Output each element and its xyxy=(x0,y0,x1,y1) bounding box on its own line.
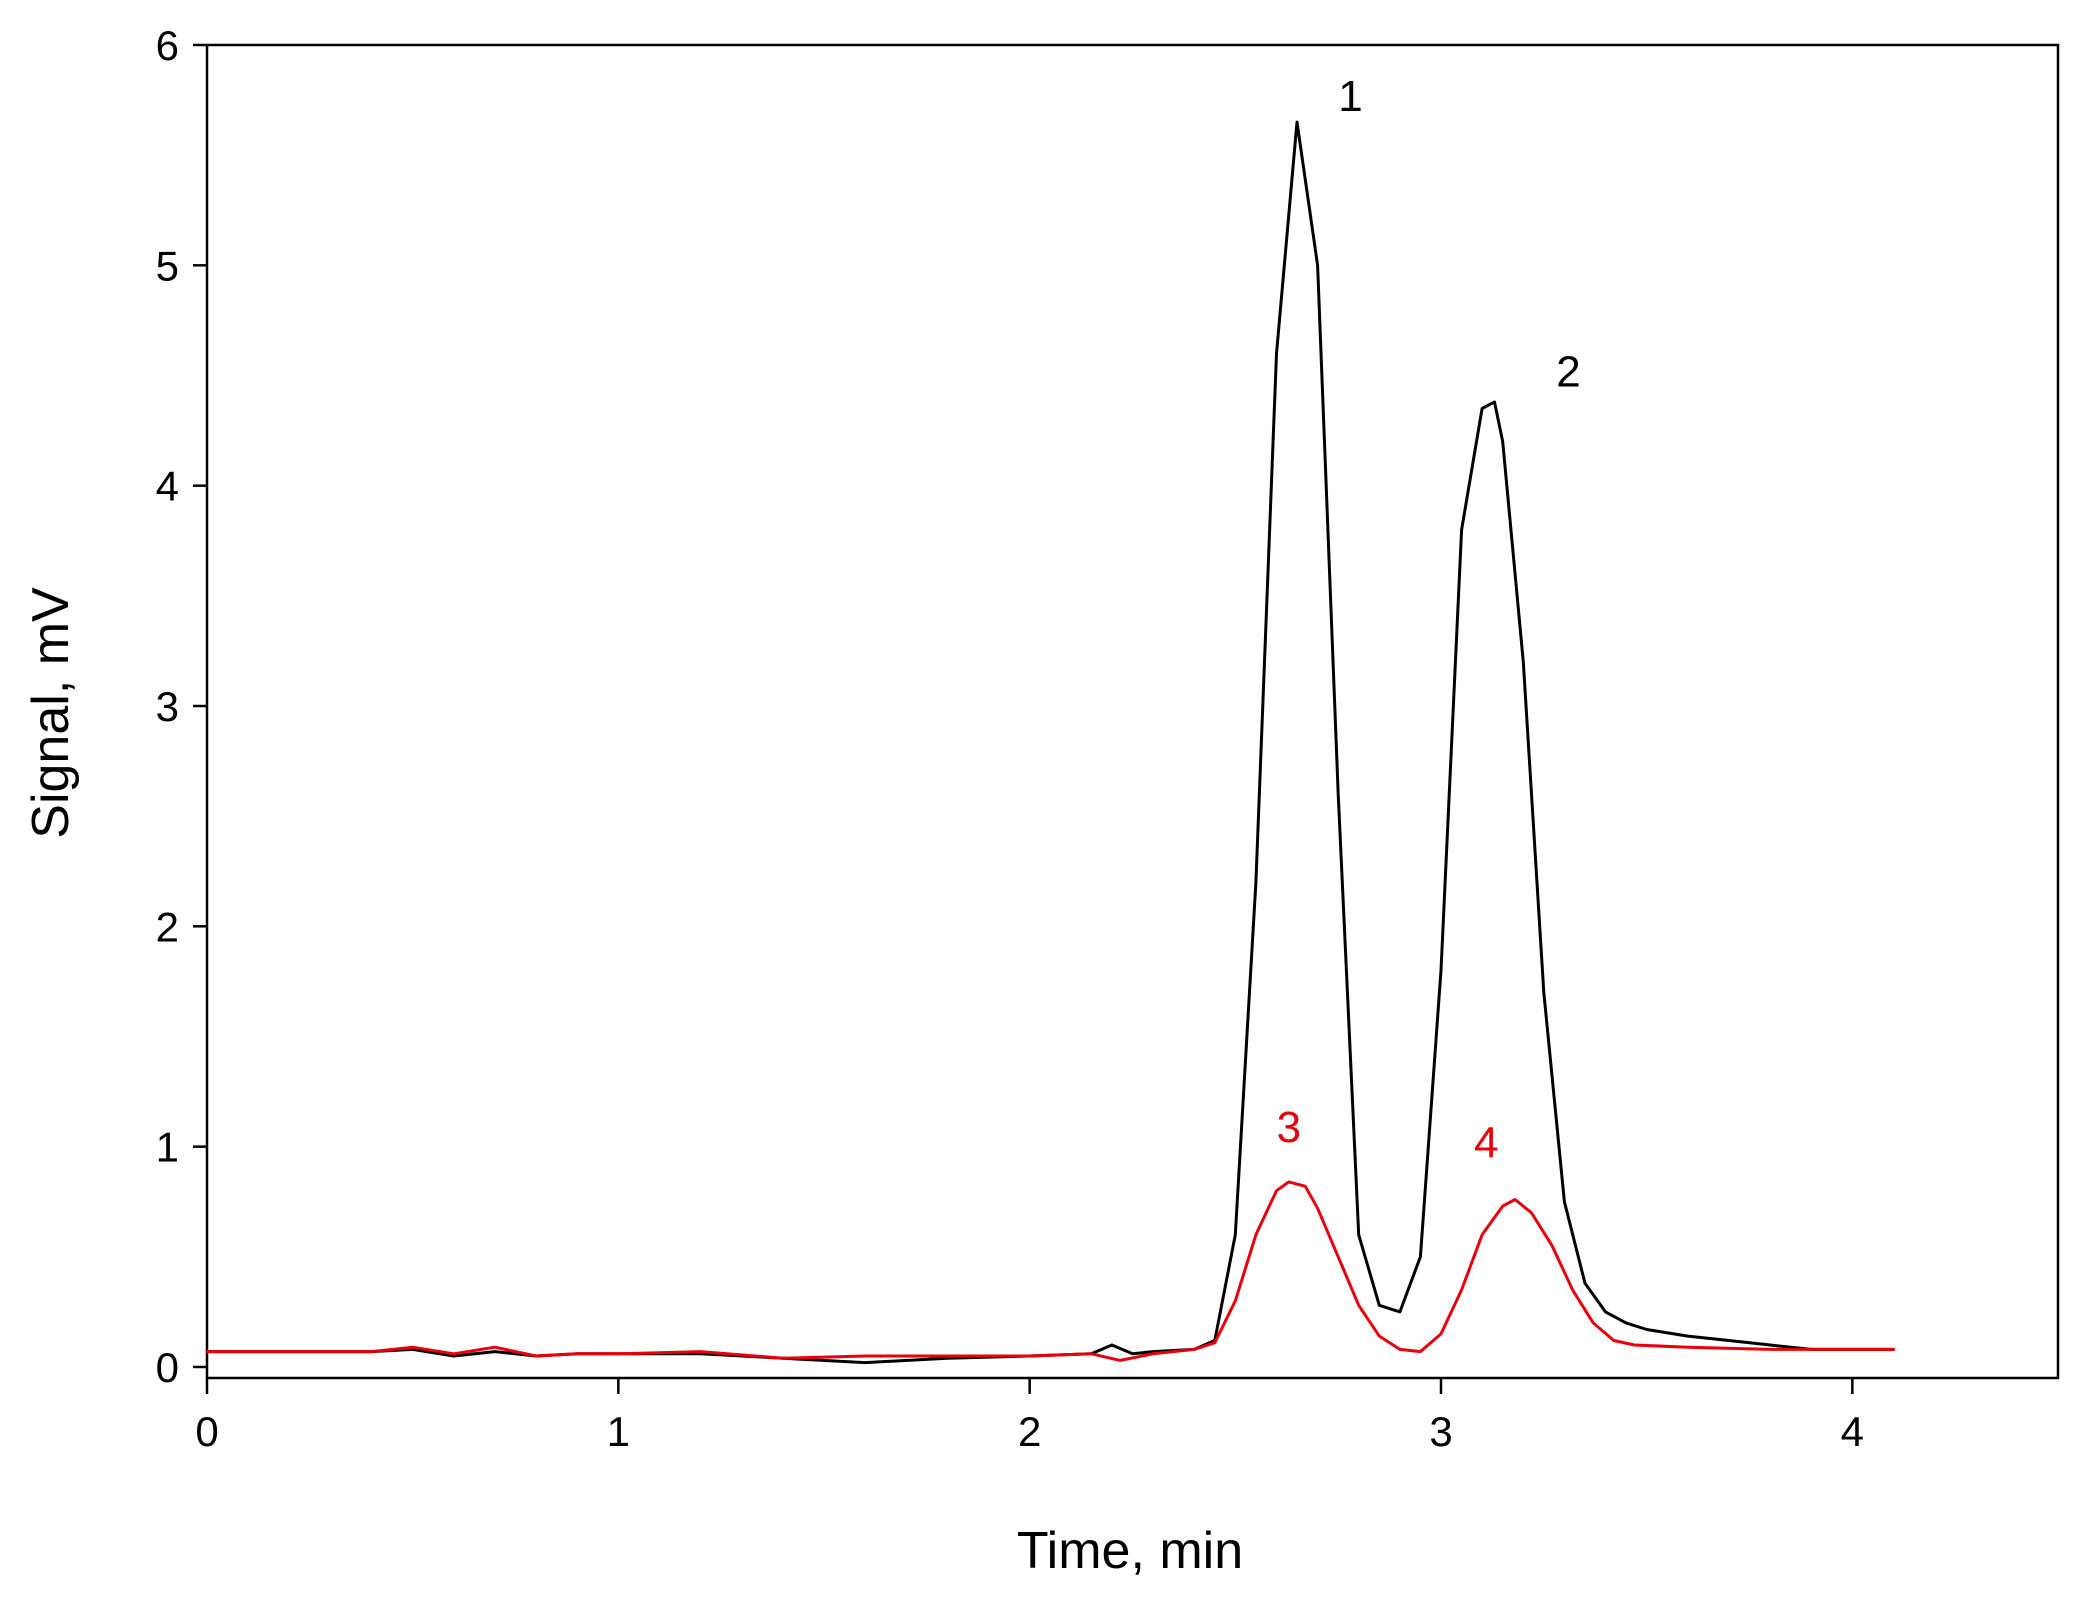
y-tick-label: 5 xyxy=(156,242,179,289)
x-tick-label: 0 xyxy=(195,1408,218,1455)
peak-label-2: 2 xyxy=(1556,348,1580,397)
x-axis-title: Time, min xyxy=(1017,1522,1243,1580)
plot-frame xyxy=(205,43,2060,1380)
peak-label-3: 3 xyxy=(1277,1103,1301,1152)
plot-border xyxy=(205,43,2060,1380)
y-axis-title: Signal, mV xyxy=(22,587,80,839)
x-axis: 0 1 2 3 4 xyxy=(195,1378,1864,1455)
y-tick-label: 4 xyxy=(156,463,179,510)
y-tick-label: 0 xyxy=(156,1344,179,1391)
y-tick-label: 1 xyxy=(156,1124,179,1171)
plot-traces xyxy=(205,120,1895,1365)
peak-labels: 1 2 3 4 xyxy=(1277,72,1581,1168)
y-tick-label: 3 xyxy=(156,683,179,730)
red-trace-line xyxy=(205,1180,1895,1362)
x-tick-label: 2 xyxy=(1018,1408,1041,1455)
y-tick-label: 2 xyxy=(156,903,179,950)
x-tick-label: 4 xyxy=(1841,1408,1864,1455)
x-tick-label: 3 xyxy=(1429,1408,1452,1455)
x-tick-label: 1 xyxy=(607,1408,630,1455)
y-axis: 0 1 2 3 4 5 6 xyxy=(156,22,207,1391)
peak-label-4: 4 xyxy=(1474,1119,1498,1168)
black-trace-line xyxy=(205,120,1895,1365)
peak-label-1: 1 xyxy=(1338,72,1362,121)
y-tick-label: 6 xyxy=(156,22,179,69)
